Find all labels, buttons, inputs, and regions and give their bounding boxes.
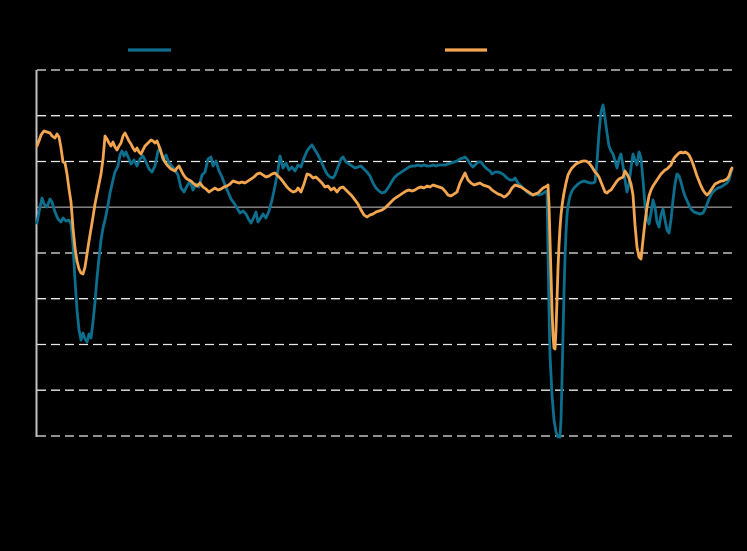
gridlines	[37, 69, 732, 437]
teal-series-line	[35, 103, 734, 439]
series-lines	[35, 103, 734, 439]
orange-series-line	[35, 129, 734, 351]
